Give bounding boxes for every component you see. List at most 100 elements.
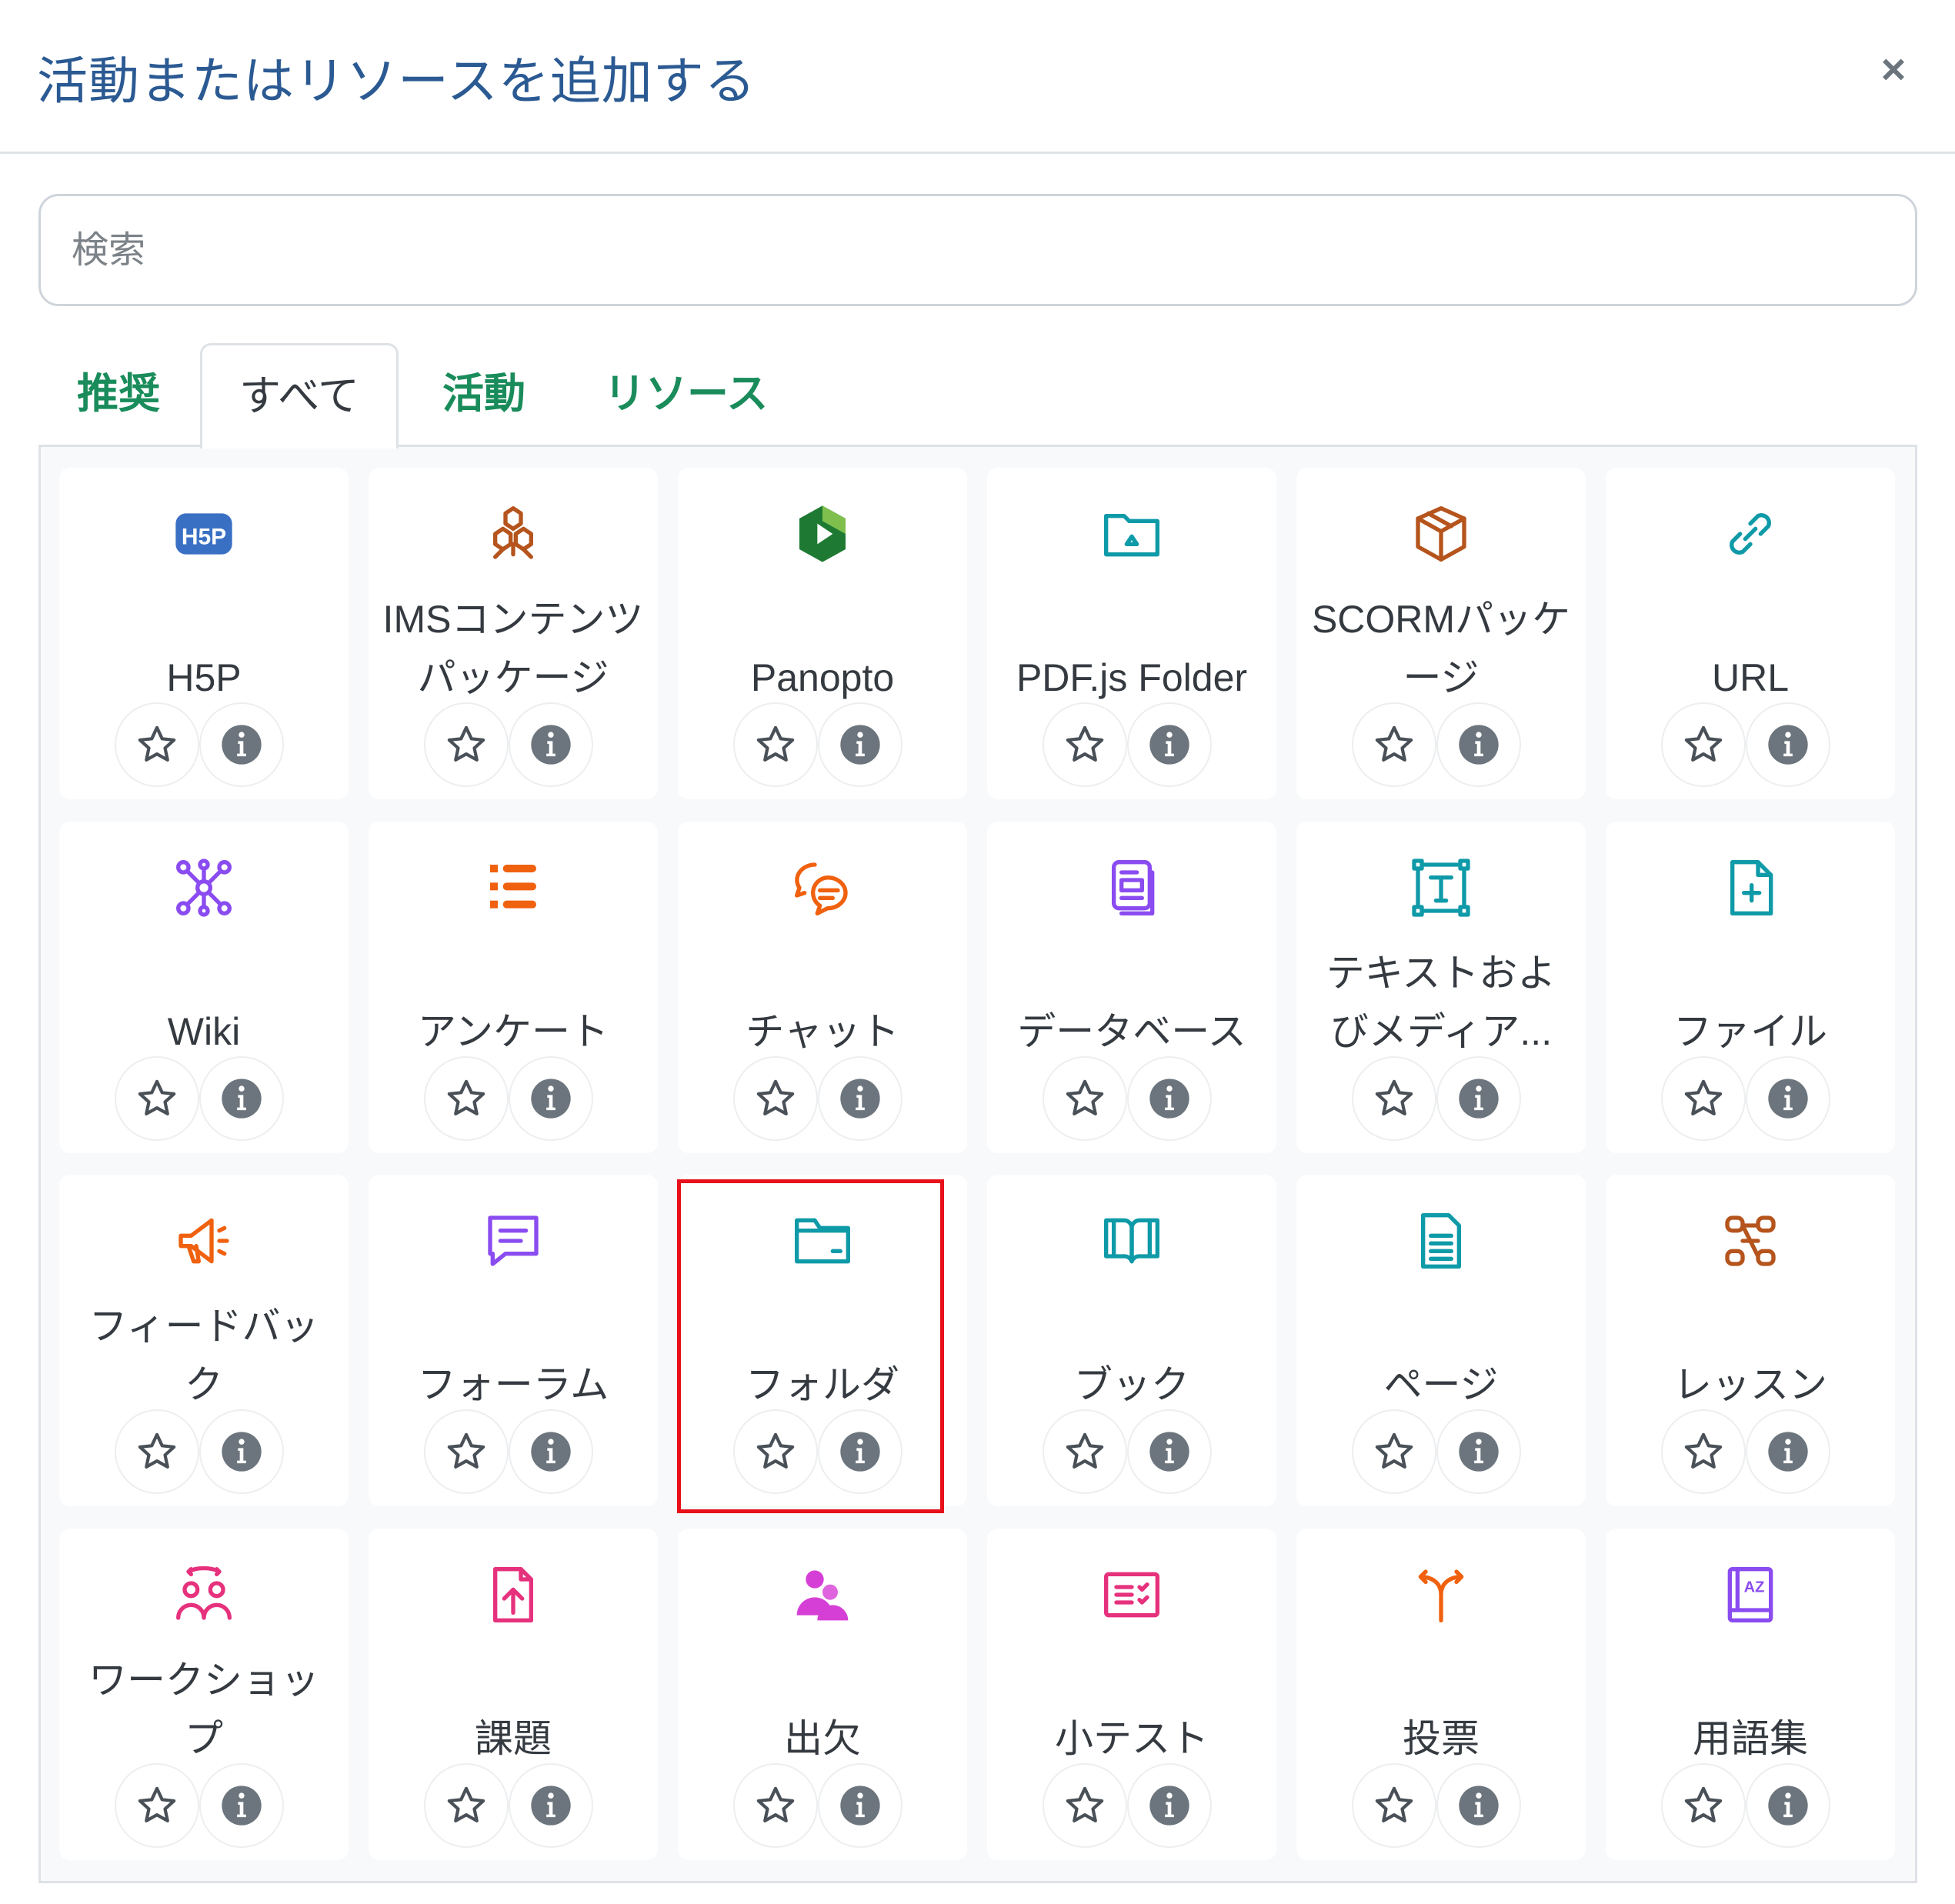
module-name: 課題 bbox=[475, 1716, 552, 1760]
info-icon bbox=[220, 1430, 263, 1473]
star-button[interactable] bbox=[1661, 1055, 1746, 1141]
module-card[interactable]: SCORMパッケージ bbox=[1296, 468, 1586, 799]
info-button[interactable] bbox=[1746, 702, 1830, 787]
module-card[interactable]: ワークショップ bbox=[59, 1528, 349, 1860]
star-button[interactable] bbox=[115, 1409, 199, 1494]
module-card[interactable]: ページ bbox=[1296, 1175, 1586, 1506]
module-card[interactable]: 課題 bbox=[369, 1528, 658, 1860]
star-icon bbox=[1063, 1784, 1106, 1827]
star-button[interactable] bbox=[1352, 1409, 1436, 1494]
module-name: ブック bbox=[1074, 1363, 1189, 1406]
info-button[interactable] bbox=[1127, 1762, 1212, 1848]
module-card[interactable]: 小テスト bbox=[987, 1528, 1276, 1860]
info-icon bbox=[1767, 1430, 1810, 1473]
module-card[interactable]: AZ 用語集 bbox=[1606, 1528, 1895, 1860]
module-card[interactable]: ブック bbox=[987, 1175, 1276, 1506]
info-button[interactable] bbox=[1746, 1762, 1830, 1848]
star-button[interactable] bbox=[733, 1055, 818, 1141]
info-button[interactable] bbox=[199, 702, 284, 787]
tab-recommended[interactable]: 推奨 bbox=[77, 371, 160, 417]
star-icon bbox=[754, 1077, 797, 1120]
info-button[interactable] bbox=[1436, 1055, 1521, 1141]
module-card[interactable]: PDF.js Folder bbox=[987, 468, 1276, 799]
dialog-title: 活動またはリソースを追加する bbox=[37, 52, 756, 109]
upload-file-icon bbox=[493, 1566, 533, 1622]
module-card[interactable]: フォルダ bbox=[678, 1175, 967, 1506]
close-button[interactable]: × bbox=[1880, 45, 1907, 93]
star-button[interactable] bbox=[1352, 1055, 1436, 1141]
info-button[interactable] bbox=[818, 1055, 902, 1141]
star-button[interactable] bbox=[733, 702, 818, 787]
module-card[interactable]: Wiki bbox=[59, 821, 349, 1153]
info-button[interactable] bbox=[1436, 1409, 1521, 1494]
star-button[interactable] bbox=[1661, 1762, 1746, 1848]
tab-activities[interactable]: 活動 bbox=[442, 371, 525, 417]
info-button[interactable] bbox=[509, 702, 593, 787]
attendance-icon bbox=[796, 1569, 849, 1620]
info-button[interactable] bbox=[1127, 702, 1212, 787]
info-button[interactable] bbox=[509, 1055, 593, 1141]
info-button[interactable] bbox=[199, 1055, 284, 1141]
info-button[interactable] bbox=[818, 702, 902, 787]
module-card[interactable]: データベース bbox=[987, 821, 1276, 1153]
module-card[interactable]: レッスン bbox=[1606, 1175, 1895, 1506]
info-button[interactable] bbox=[1127, 1055, 1212, 1141]
module-card[interactable]: アンケート bbox=[369, 821, 658, 1153]
tab-resources[interactable]: リソース bbox=[604, 371, 769, 417]
star-icon bbox=[445, 1077, 488, 1120]
info-button[interactable] bbox=[1127, 1409, 1212, 1494]
module-name: フォルダ bbox=[746, 1363, 899, 1406]
star-button[interactable] bbox=[424, 1409, 509, 1494]
star-icon bbox=[1682, 723, 1725, 766]
star-button[interactable] bbox=[424, 702, 509, 787]
star-button[interactable] bbox=[424, 1762, 509, 1848]
info-icon bbox=[529, 1784, 572, 1827]
star-button[interactable] bbox=[1043, 1409, 1127, 1494]
panopto-icon bbox=[799, 505, 846, 562]
module-card[interactable]: ファイル bbox=[1606, 821, 1895, 1153]
module-card[interactable]: テキストおよびメディア... bbox=[1296, 821, 1586, 1153]
info-button[interactable] bbox=[199, 1762, 284, 1848]
star-button[interactable] bbox=[424, 1055, 509, 1141]
module-card[interactable]: チャット bbox=[678, 821, 967, 1153]
star-button[interactable] bbox=[115, 702, 199, 787]
star-button[interactable] bbox=[733, 1409, 818, 1494]
star-button[interactable] bbox=[115, 1055, 199, 1141]
info-button[interactable] bbox=[199, 1409, 284, 1494]
module-card[interactable]: 出欠 bbox=[678, 1528, 967, 1860]
module-card[interactable]: H5P H5P bbox=[59, 468, 349, 799]
info-button[interactable] bbox=[509, 1409, 593, 1494]
star-button[interactable] bbox=[733, 1762, 818, 1848]
star-button[interactable] bbox=[1661, 1409, 1746, 1494]
module-card[interactable]: URL bbox=[1606, 468, 1895, 799]
star-button[interactable] bbox=[1661, 702, 1746, 787]
star-button[interactable] bbox=[1352, 1762, 1436, 1848]
info-button[interactable] bbox=[818, 1762, 902, 1848]
module-name: レッスン bbox=[1673, 1363, 1827, 1406]
module-name: テキストおよびメディア... bbox=[1326, 951, 1556, 1053]
tab-all[interactable]: すべて bbox=[200, 343, 399, 448]
module-card[interactable]: IMSコンテンツパッケージ bbox=[369, 468, 658, 799]
info-button[interactable] bbox=[1746, 1409, 1830, 1494]
info-button[interactable] bbox=[509, 1762, 593, 1848]
info-button[interactable] bbox=[1436, 1762, 1521, 1848]
database-icon bbox=[1112, 859, 1155, 915]
info-button[interactable] bbox=[818, 1409, 902, 1494]
star-icon bbox=[754, 723, 797, 766]
star-icon bbox=[754, 1430, 797, 1473]
module-card[interactable]: Panopto bbox=[678, 468, 967, 799]
star-icon bbox=[135, 1430, 178, 1473]
star-button[interactable] bbox=[1043, 1055, 1127, 1141]
star-icon bbox=[445, 1784, 488, 1827]
search-input[interactable] bbox=[38, 194, 1917, 306]
megaphone-icon bbox=[178, 1218, 229, 1264]
star-button[interactable] bbox=[1043, 702, 1127, 787]
info-button[interactable] bbox=[1746, 1055, 1830, 1141]
module-card[interactable]: フォーラム bbox=[369, 1175, 658, 1506]
star-button[interactable] bbox=[115, 1762, 199, 1848]
module-card[interactable]: フィードバック bbox=[59, 1175, 349, 1506]
module-card[interactable]: 投票 bbox=[1296, 1528, 1586, 1860]
star-button[interactable] bbox=[1352, 702, 1436, 787]
star-button[interactable] bbox=[1043, 1762, 1127, 1848]
info-button[interactable] bbox=[1436, 702, 1521, 787]
